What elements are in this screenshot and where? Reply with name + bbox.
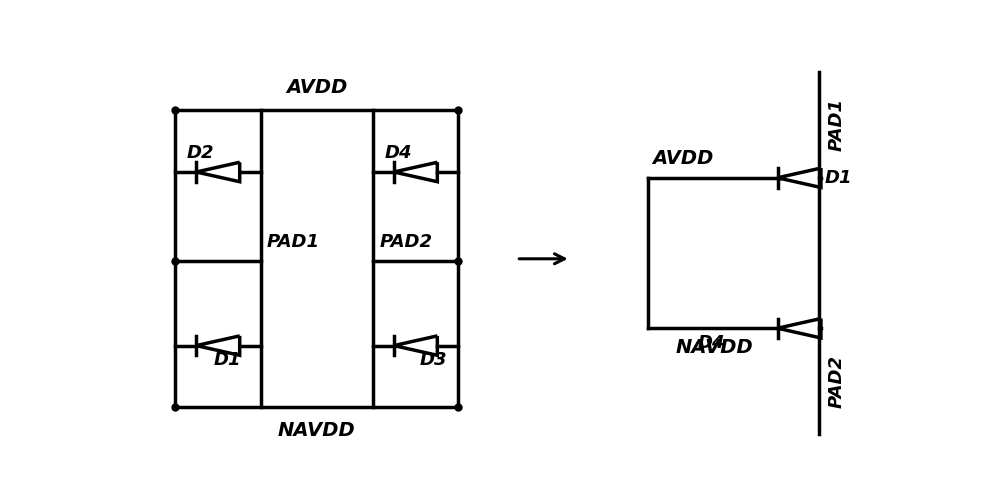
Text: D3: D3 [420, 351, 447, 369]
Text: D2: D2 [187, 144, 214, 162]
Text: D4: D4 [384, 144, 412, 162]
Text: PAD1: PAD1 [267, 233, 320, 251]
Text: PAD2: PAD2 [379, 233, 432, 251]
Text: NAVDD: NAVDD [278, 421, 356, 440]
Text: PAD2: PAD2 [828, 355, 846, 408]
Text: AVDD: AVDD [652, 149, 713, 168]
Text: AVDD: AVDD [286, 78, 348, 97]
Text: D1: D1 [825, 169, 852, 187]
Text: NAVDD: NAVDD [675, 338, 753, 357]
Text: PAD1: PAD1 [828, 98, 846, 151]
Text: D1: D1 [214, 351, 242, 369]
Text: D4: D4 [697, 334, 725, 352]
